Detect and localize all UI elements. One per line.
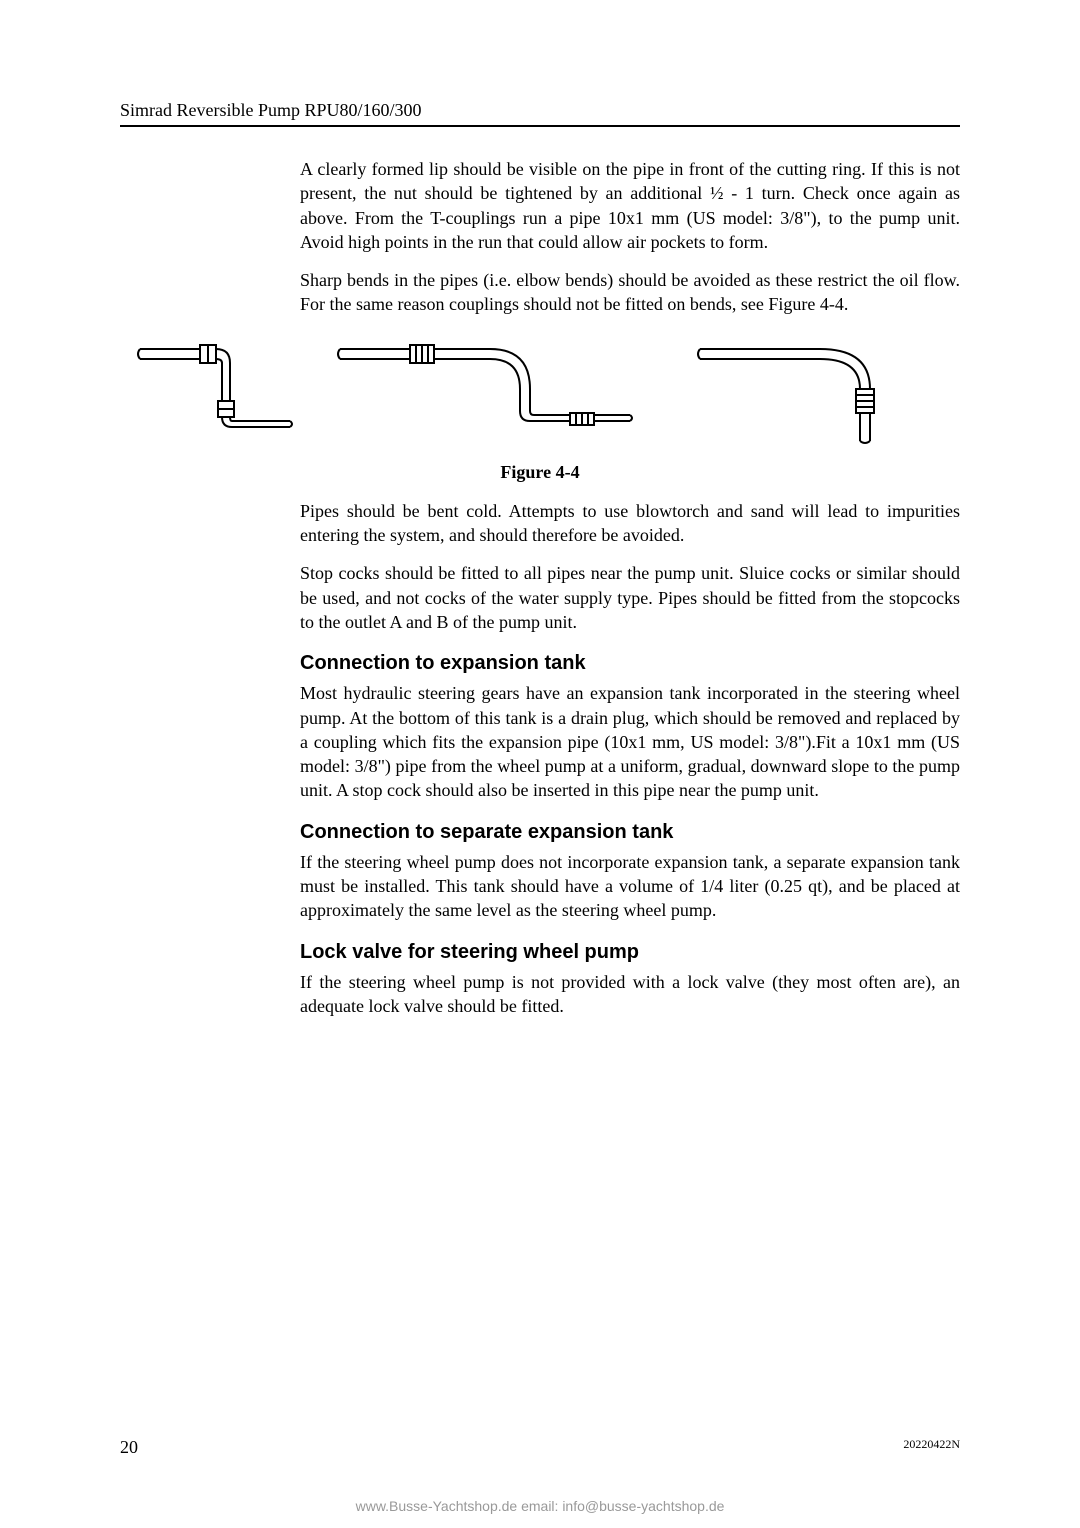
footer-link: www.Busse-Yachtshop.de email: info@busse… [0,1498,1080,1514]
heading-separate-expansion-tank: Connection to separate expansion tank [300,821,960,844]
page-header: Simrad Reversible Pump RPU80/160/300 [120,100,960,127]
header-title: Simrad Reversible Pump RPU80/160/300 [120,100,422,120]
paragraph-3: Pipes should be bent cold. Attempts to u… [300,499,960,548]
heading-expansion-tank: Connection to expansion tank [300,652,960,675]
paragraph-5: Most hydraulic steering gears have an ex… [300,681,960,802]
paragraph-1: A clearly formed lip should be visible o… [300,157,960,254]
paragraph-6: If the steering wheel pump does not inco… [300,850,960,923]
paragraph-4: Stop cocks should be fitted to all pipes… [300,561,960,634]
paragraph-7: If the steering wheel pump is not provid… [300,970,960,1019]
heading-lock-valve: Lock valve for steering wheel pump [300,941,960,964]
page-number: 20 [120,1437,138,1458]
figure-4-4: Figure 4-4 [120,331,960,483]
paragraph-2: Sharp bends in the pipes (i.e. elbow ben… [300,268,960,317]
figure-caption: Figure 4-4 [120,462,960,483]
document-number: 20220422N [903,1437,960,1458]
